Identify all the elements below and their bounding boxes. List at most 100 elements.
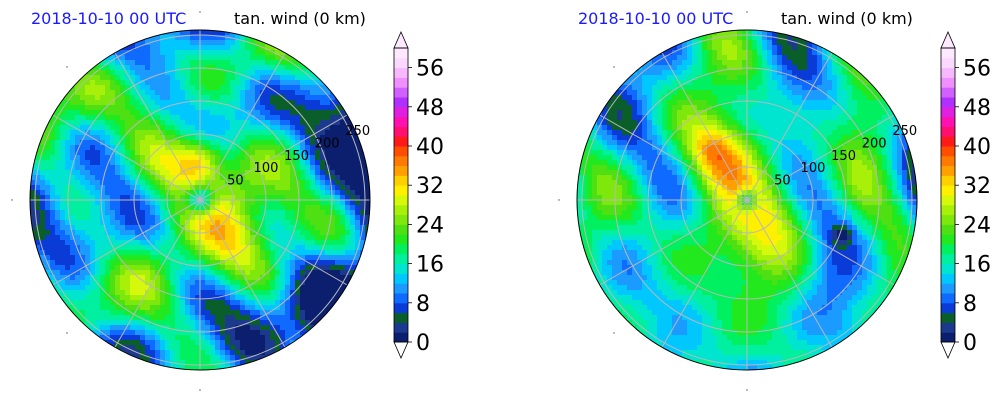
contour-cell <box>290 330 296 336</box>
contour-cell <box>200 130 206 136</box>
contour-cell <box>842 120 848 126</box>
contour-cell <box>285 310 291 316</box>
contour-cell <box>747 85 753 91</box>
contour-cell <box>135 140 141 146</box>
contour-cell <box>762 85 768 91</box>
contour-cell <box>115 215 121 221</box>
contour-cell <box>180 325 186 331</box>
contour-cell <box>290 135 296 141</box>
contour-cell <box>140 345 146 351</box>
contour-cell <box>742 60 748 66</box>
contour-cell <box>255 45 261 51</box>
contour-cell <box>295 130 301 136</box>
contour-cell <box>155 260 161 266</box>
contour-cell <box>325 260 331 266</box>
contour-cell <box>195 210 201 216</box>
contour-cell <box>837 135 843 141</box>
contour-cell <box>275 295 281 301</box>
contour-cell <box>125 300 131 306</box>
contour-cell <box>275 120 281 126</box>
contour-cell <box>205 245 211 251</box>
contour-cell <box>75 160 81 166</box>
contour-cell <box>260 70 266 76</box>
contour-cell <box>80 185 86 191</box>
contour-cell <box>220 125 226 131</box>
contour-cell <box>240 335 246 341</box>
contour-cell <box>215 220 221 226</box>
contour-cell <box>220 150 226 156</box>
contour-cell <box>205 105 211 111</box>
contour-cell <box>235 350 241 356</box>
contour-cell <box>722 105 728 111</box>
contour-cell <box>315 190 321 196</box>
contour-cell <box>862 110 868 116</box>
contour-cell <box>140 200 146 206</box>
contour-cell <box>220 350 226 356</box>
contour-cell <box>80 80 86 86</box>
contour-cell <box>105 70 111 76</box>
contour-cell <box>220 170 226 176</box>
contour-cell <box>255 190 261 196</box>
contour-cell <box>100 75 106 81</box>
contour-cell <box>215 170 221 176</box>
contour-cell <box>110 115 116 121</box>
contour-cell <box>55 250 61 256</box>
contour-cell <box>45 205 51 211</box>
contour-cell <box>817 135 823 141</box>
contour-cell <box>80 230 86 236</box>
colorbar-segment <box>394 126 408 137</box>
contour-cell <box>607 135 613 141</box>
contour-cell <box>712 120 718 126</box>
contour-cell <box>50 190 56 196</box>
contour-cell <box>265 135 271 141</box>
contour-cell <box>100 115 106 121</box>
contour-cell <box>752 90 758 96</box>
contour-cell <box>115 265 121 271</box>
contour-cell <box>180 35 186 41</box>
contour-cell <box>65 280 71 286</box>
contour-cell <box>330 105 336 111</box>
contour-cell <box>205 200 211 206</box>
contour-cell <box>877 135 883 141</box>
contour-cell <box>195 85 201 91</box>
contour-cell <box>120 115 126 121</box>
contour-cell <box>767 95 773 101</box>
contour-cell <box>260 90 266 96</box>
contour-cell <box>747 45 753 51</box>
contour-cell <box>175 45 181 51</box>
contour-cell <box>165 155 171 161</box>
contour-cell <box>295 275 301 281</box>
contour-cell <box>285 145 291 151</box>
contour-cell <box>782 135 788 141</box>
contour-cell <box>847 80 853 86</box>
contour-cell <box>295 220 301 226</box>
contour-cell <box>190 115 196 121</box>
contour-cell <box>145 130 151 136</box>
contour-cell <box>85 215 91 221</box>
contour-cell <box>30 225 36 231</box>
contour-cell <box>50 145 56 151</box>
contour-cell <box>285 195 291 201</box>
contour-cell <box>175 150 181 156</box>
colorbar-tick-label: 8 <box>416 292 430 317</box>
contour-cell <box>757 95 763 101</box>
contour-cell <box>160 155 166 161</box>
contour-cell <box>100 160 106 166</box>
contour-cell <box>80 85 86 91</box>
contour-cell <box>682 75 688 81</box>
contour-cell <box>737 60 743 66</box>
contour-cell <box>235 110 241 116</box>
contour-cell <box>632 90 638 96</box>
contour-cell <box>687 40 693 46</box>
contour-cell <box>120 225 126 231</box>
contour-cell <box>285 295 291 301</box>
contour-cell <box>887 120 893 126</box>
contour-cell <box>777 120 783 126</box>
contour-cell <box>240 145 246 151</box>
contour-cell <box>215 80 221 86</box>
contour-cell <box>185 230 191 236</box>
contour-cell <box>255 250 261 256</box>
contour-cell <box>300 75 306 81</box>
contour-cell <box>185 300 191 306</box>
contour-cell <box>652 115 658 121</box>
